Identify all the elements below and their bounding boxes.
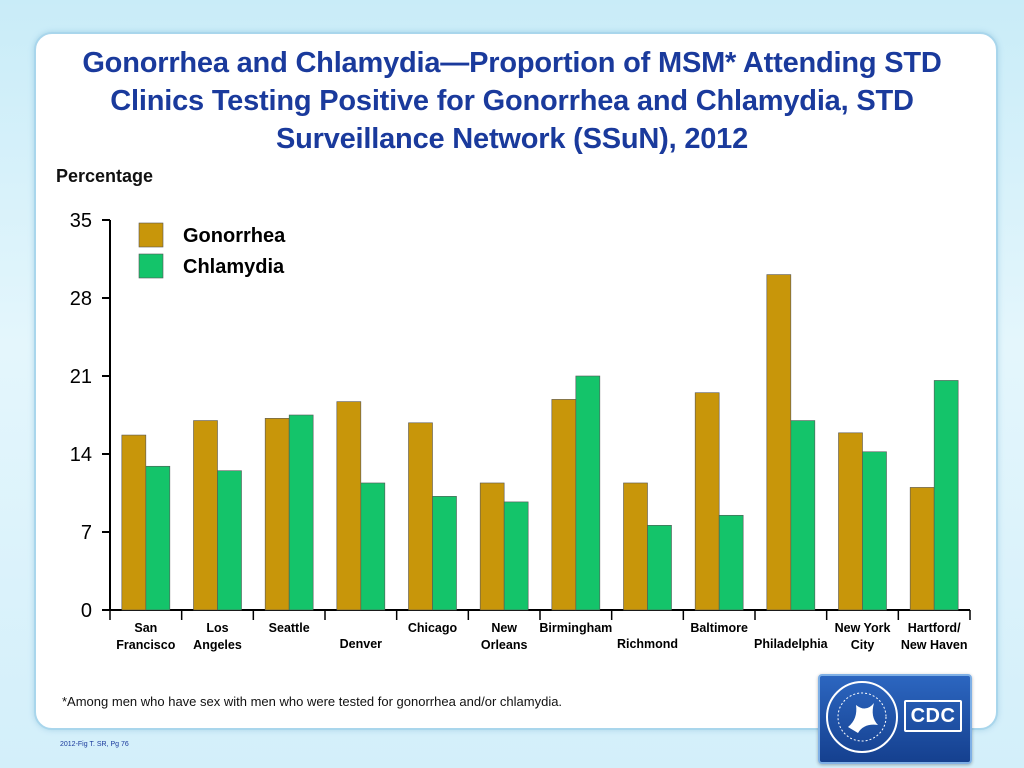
x-category-label: Baltimore: [690, 621, 748, 635]
y-tick-label: 28: [70, 288, 92, 310]
legend-swatch-gonorrhea: [138, 222, 164, 248]
y-tick-label: 14: [70, 444, 92, 466]
bar-gonorrhea: [264, 418, 290, 611]
bar-chlamydia: [862, 451, 887, 611]
bar-gonorrhea: [623, 482, 648, 611]
bar-chlamydia: [503, 501, 529, 611]
bar-chlamydia: [145, 465, 171, 611]
bar-gonorrhea: [336, 401, 362, 611]
cdc-logo-text: CDC: [904, 700, 962, 732]
x-category-label: Los: [206, 621, 228, 635]
bar-chlamydia: [432, 496, 457, 611]
x-category-label: Birmingham: [539, 621, 612, 635]
x-category-label: Angeles: [193, 638, 242, 652]
bar-gonorrhea: [408, 422, 433, 611]
bar-gonorrhea: [193, 420, 218, 611]
hhs-seal-icon: [826, 681, 898, 753]
x-category-label: Philadelphia: [754, 637, 829, 651]
x-category-label: Richmond: [617, 637, 678, 651]
bar-chlamydia: [718, 514, 744, 611]
x-category-label: Chicago: [408, 621, 458, 635]
x-category-label: New: [491, 621, 517, 635]
x-category-label: Orleans: [481, 638, 528, 652]
bar-gonorrhea: [766, 274, 792, 611]
legend-swatch-chlamydia: [138, 253, 164, 279]
x-category-label: Hartford/: [908, 621, 961, 635]
bar-gonorrhea: [838, 432, 863, 611]
bar-chlamydia: [647, 525, 672, 611]
y-tick-label: 21: [70, 366, 92, 388]
cdc-logo: CDC: [818, 674, 972, 764]
y-axis-label: Percentage: [56, 166, 154, 186]
bar-gonorrhea: [479, 482, 505, 611]
slide-panel: [34, 32, 998, 730]
legend-label-gonorrhea: Gonorrhea: [183, 225, 286, 247]
bar-gonorrhea: [121, 434, 147, 611]
bar-chlamydia: [360, 482, 386, 611]
bar-chlamydia: [575, 375, 601, 611]
bar-chlamydia: [288, 414, 314, 611]
x-category-label: City: [851, 638, 875, 652]
x-category-label: New Haven: [901, 638, 968, 652]
footnote: *Among men who have sex with men who wer…: [62, 694, 563, 709]
x-category-label: Denver: [340, 637, 383, 651]
x-category-label: San: [134, 621, 157, 635]
bar-gonorrhea: [694, 392, 720, 611]
source-note: 2012-Fig T. SR, Pg 76: [60, 741, 129, 748]
x-category-label: Francisco: [116, 638, 175, 652]
y-tick-label: 0: [81, 600, 92, 622]
x-category-label: Seattle: [269, 621, 310, 635]
bar-gonorrhea: [551, 399, 577, 611]
chart-title: Gonorrhea and Chlamydia—Proportion of MS…: [82, 47, 942, 155]
x-category-label: New York: [835, 621, 891, 635]
legend-label-chlamydia: Chlamydia: [183, 256, 285, 278]
bar-chlamydia: [217, 470, 242, 611]
y-tick-label: 7: [81, 522, 92, 544]
bar-chlamydia: [790, 420, 816, 611]
y-tick-label: 35: [70, 210, 92, 232]
bar-chlamydia: [933, 380, 959, 611]
bar-gonorrhea: [909, 487, 935, 611]
